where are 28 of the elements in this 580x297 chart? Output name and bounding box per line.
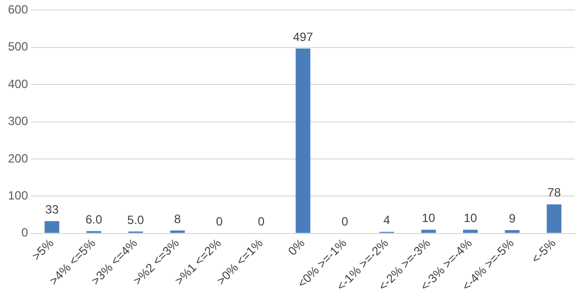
bar xyxy=(504,230,520,233)
data-label: 6.0 xyxy=(85,212,102,226)
y-tick-label: 200 xyxy=(8,151,28,166)
y-tick-label: 600 xyxy=(8,2,28,17)
data-label: 497 xyxy=(292,30,314,44)
data-label: 0 xyxy=(258,214,265,229)
bar xyxy=(463,230,478,233)
data-label: 0 xyxy=(342,214,349,229)
bar xyxy=(296,48,310,233)
y-tick-label: 500 xyxy=(8,40,28,54)
data-label: 10 xyxy=(464,211,478,226)
data-label: 0 xyxy=(216,214,223,229)
data-label: 4 xyxy=(383,213,390,228)
y-tick-label: 400 xyxy=(8,76,28,91)
data-label: 9 xyxy=(508,211,516,226)
data-label: 78 xyxy=(547,186,562,200)
data-label: 10 xyxy=(422,211,436,226)
y-tick-label: 100 xyxy=(8,188,28,203)
y-tick-label: 0 xyxy=(21,226,28,240)
bar xyxy=(421,230,436,233)
bar xyxy=(44,221,60,233)
data-label: 33 xyxy=(45,202,59,216)
y-tick-label: 300 xyxy=(8,114,28,128)
bar xyxy=(546,204,562,233)
data-label: 5.0 xyxy=(127,212,144,227)
data-label: 8 xyxy=(174,212,182,226)
x-tick-label: 0% xyxy=(285,236,308,258)
bar xyxy=(170,230,185,233)
